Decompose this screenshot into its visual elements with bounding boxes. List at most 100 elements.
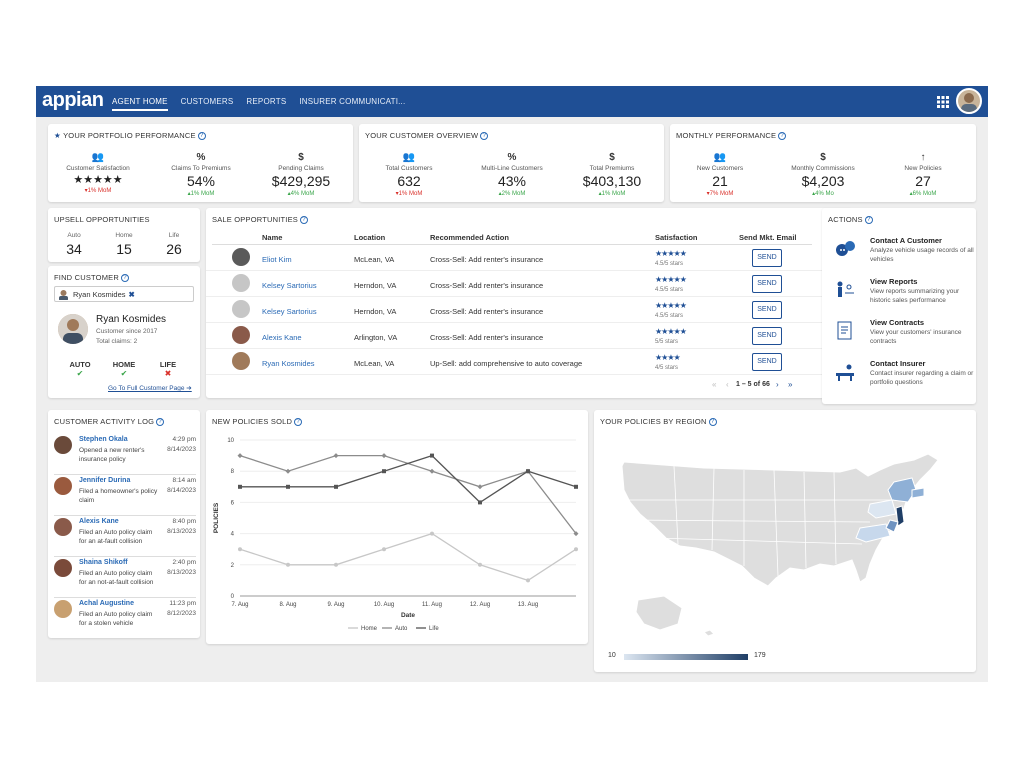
stat-label: Monthly Commissions [791,165,855,172]
send-email-button[interactable]: SEND [752,327,782,345]
nav-agent-home[interactable]: AGENT HOME [112,97,168,111]
stat-label: New Customers [696,165,744,172]
help-icon[interactable]: ? [197,132,206,141]
full-customer-page-link[interactable]: Go To Full Customer Page ➔ [108,385,192,392]
stat-value: $429,295 [271,173,331,189]
activity-customer-name[interactable]: Achal Augustine [79,600,134,607]
send-email-button[interactable]: SEND [752,301,782,319]
stat-value: 54% [186,173,216,189]
action-title: Contact A Customer [870,236,942,245]
table-row: Alexis Kane Arlington, VA Cross-Sell: Ad… [206,323,826,349]
col-header-location[interactable]: Location [354,233,386,242]
first-page-icon[interactable]: « [712,380,717,389]
help-icon[interactable]: ? [294,418,303,427]
customer-name-link[interactable]: Alexis Kane [262,333,302,342]
customer-search-chip[interactable]: Ryan Kosmides ✖ [54,286,194,302]
upsell-value: 34 [66,241,82,257]
customer-location: McLean, VA [354,359,395,368]
activity-date: 8/12/2023 [167,610,196,617]
activity-time: 4:29 pm [172,436,197,443]
help-icon[interactable]: ? [864,216,873,225]
customer-location: Arlington, VA [354,333,398,342]
dollar-icon: $ [609,152,615,163]
next-page-icon[interactable]: › [776,380,779,389]
help-icon[interactable]: ? [156,418,165,427]
col-header-action[interactable]: Recommended Action [430,233,509,242]
check-icon: ✔ [76,369,84,378]
data-point-auto [381,453,387,459]
send-email-button[interactable]: SEND [752,249,782,267]
data-point-home [430,531,434,536]
nav-reports[interactable]: REPORTS [246,97,287,106]
activity-time: 11:23 pm [169,600,196,607]
activity-item[interactable]: Shaina Shikoff Filed an Auto policy clai… [54,557,196,598]
action-view-reports[interactable]: View Reports View reports summarizing yo… [834,277,974,313]
table-row: Kelsey Sartorius Herndon, VA Cross-Sell:… [206,297,826,323]
user-avatar[interactable] [956,88,982,114]
col-header-name[interactable]: Name [262,233,283,242]
policies-line-chart: 0 2 4 6 8 10 7. Aug 8. Aug 9. Aug 10. Aug 11. Aug 1… [213,438,579,632]
customer-avatar [54,518,72,536]
data-point-home [238,547,242,552]
activity-customer-name[interactable]: Stephen Okala [79,436,128,443]
help-icon[interactable]: ? [480,132,489,141]
data-point-life [574,484,578,489]
last-page-icon[interactable]: » [788,380,793,389]
col-header-satisfaction[interactable]: Satisfaction [655,233,698,242]
policies-by-region-card: YOUR POLICIES BY REGION? 10 179 [594,410,976,672]
customer-name-link[interactable]: Ryan Kosmides [262,359,315,368]
help-icon[interactable]: ? [708,418,717,427]
stat-change: ▾7% MoM [706,191,734,197]
help-icon[interactable]: ? [120,274,129,283]
nav-insurer-communications[interactable]: INSURER COMMUNICATI... [299,97,406,106]
satisfaction-stars: ★★★★★ [655,275,687,284]
stat-pending-claims: $ Pending Claims $429,295 ▴4% MoM [251,152,351,197]
activity-item[interactable]: Achal Augustine Filed an Auto policy cla… [54,598,196,638]
default-avatar-icon [232,274,250,292]
appian-logo[interactable]: appian [42,89,104,111]
activity-item[interactable]: Jennifer Durina Filed a homeowner's poli… [54,475,196,516]
data-point-life [286,484,290,489]
activity-customer-name[interactable]: Jennifer Durina [79,477,131,484]
customer-name-link[interactable]: Eliot Kim [262,255,292,264]
customer-name-link[interactable]: Kelsey Sartorius [262,307,317,316]
card-title: CUSTOMER ACTIVITY LOG [54,417,155,426]
action-contact-insurer[interactable]: Contact Insurer Contact insurer regardin… [834,359,974,395]
stat-label: New Policies [904,165,942,172]
stat-stars: ★★★★★ [73,174,123,186]
stat-label: Total Premiums [589,165,635,172]
y-tick-label: 4 [231,532,235,538]
app-grid-icon[interactable] [937,96,949,108]
activity-time: 2:40 pm [172,559,197,566]
send-email-button[interactable]: SEND [752,275,782,293]
check-icon: ✔ [120,369,128,378]
prev-page-icon[interactable]: ‹ [726,380,729,389]
upsell-auto[interactable]: Auto 34 [54,232,94,257]
activity-customer-name[interactable]: Shaina Shikoff [79,559,128,566]
line-life: LIFE ✖ [150,360,186,378]
y-axis-label: POLICIES [213,502,220,533]
help-icon[interactable]: ? [778,132,787,141]
customer-name-link[interactable]: Kelsey Sartorius [262,281,317,290]
remove-chip-icon[interactable]: ✖ [128,290,135,299]
action-contact-customer[interactable]: Contact A Customer Analyze vehicle usage… [834,236,974,272]
us-region-map[interactable] [594,410,976,672]
nav-customers[interactable]: CUSTOMERS [180,97,234,106]
top-navigation-bar: appian AGENT HOME CUSTOMERS REPORTS INSU… [36,86,988,117]
col-header-send-email[interactable]: Send Mkt. Email [739,233,797,242]
activity-customer-name[interactable]: Alexis Kane [79,518,119,525]
stat-claims-to-premiums: % Claims To Premiums 54% ▴1% MoM [151,152,251,197]
activity-item[interactable]: Stephen Okala Opened a new renter's insu… [54,434,196,475]
series-line-auto [239,454,577,534]
upsell-life[interactable]: Life 26 [154,232,194,257]
actions-card: ACTIONS? Contact A Customer Analyze vehi… [822,208,976,404]
send-email-button[interactable]: SEND [752,353,782,371]
action-view-contracts[interactable]: View Contracts View your customers' insu… [834,318,974,354]
people-icon: 👥 [713,152,727,163]
recommended-action: Cross-Sell: Add renter's insurance [430,333,544,342]
help-icon[interactable]: ? [299,216,308,225]
upsell-home[interactable]: Home 15 [104,232,144,257]
data-point-auto [477,484,483,490]
activity-item[interactable]: Alexis Kane Filed an Auto policy claim f… [54,516,196,557]
data-point-home [526,578,530,583]
